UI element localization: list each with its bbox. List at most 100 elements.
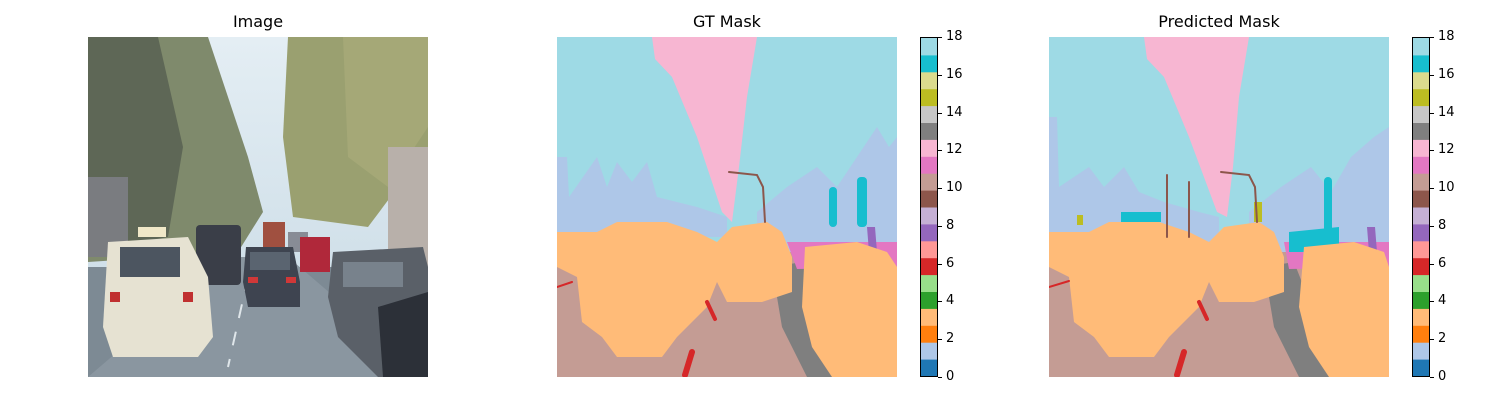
- colorbar-segment: [1413, 274, 1429, 292]
- mask-building: [652, 37, 757, 222]
- colorbar-tick-label: 2: [946, 331, 955, 347]
- colorbar-tick-mark: [1430, 150, 1434, 152]
- predicted-mask-colorbar: [1412, 37, 1430, 377]
- colorbar-segment: [1413, 342, 1429, 360]
- colorbar-tick-label: 14: [1438, 104, 1455, 120]
- colorbar-tick-mark: [1430, 112, 1434, 114]
- colorbar-segment: [1413, 308, 1429, 326]
- colorbar-tick-label: 0: [1438, 369, 1447, 384]
- colorbar-segment: [921, 173, 937, 191]
- mask-lane-marks: [705, 300, 717, 321]
- colorbar-tick-label: 16: [946, 66, 963, 82]
- mask-sign: [1324, 177, 1332, 232]
- colorbar-tick-label: 8: [1438, 217, 1447, 233]
- colorbar-segment: [921, 325, 937, 343]
- colorbar-tick-mark: [938, 301, 942, 303]
- colorbar-segment: [921, 122, 937, 140]
- colorbar-tick-mark: [938, 339, 942, 341]
- colorbar-tick-label: 6: [1438, 255, 1447, 271]
- gt-mask-image: [557, 37, 897, 377]
- colorbar-tick-mark: [938, 225, 942, 227]
- colorbar-tick-label: 2: [1438, 331, 1447, 347]
- colorbar-tick-label: 0: [946, 369, 955, 384]
- colorbar-tick-mark: [1430, 37, 1434, 38]
- colorbar-segment: [921, 291, 937, 309]
- mask-cars: [1049, 222, 1284, 357]
- colorbar-segment: [1413, 257, 1429, 276]
- colorbar-segment: [921, 71, 937, 90]
- colorbar-segment: [921, 257, 937, 276]
- mask-lane-marks: [1197, 300, 1209, 321]
- colorbar-segment: [921, 359, 937, 376]
- colorbar-segment: [1413, 173, 1429, 191]
- colorbar-tick-label: 18: [1438, 29, 1455, 44]
- colorbar-segment: [1413, 190, 1429, 208]
- colorbar-segment: [921, 207, 937, 225]
- colorbar-segment: [1413, 38, 1429, 56]
- colorbar-tick-mark: [938, 188, 942, 190]
- colorbar-segment: [1413, 54, 1429, 73]
- colorbar-tick-label: 18: [946, 29, 963, 44]
- colorbar-tick-label: 12: [946, 142, 963, 158]
- colorbar-segment: [921, 54, 937, 73]
- colorbar-tick-mark: [938, 263, 942, 265]
- gt-mask-panel-title: GT Mask: [693, 12, 761, 31]
- colorbar-tick-mark: [1430, 74, 1434, 76]
- colorbar-tick-mark: [938, 377, 942, 378]
- colorbar-segment: [1413, 139, 1429, 157]
- colorbar-tick-mark: [938, 112, 942, 114]
- gt-mask-colorbar-ticks: 0 2 4 6 8 10 12 14 16 18: [938, 29, 978, 384]
- colorbar-tick-mark: [1430, 188, 1434, 190]
- colorbar-segment: [921, 139, 937, 157]
- mask-vegetation-left: [1049, 117, 1219, 242]
- colorbar-tick-label: 8: [946, 217, 955, 233]
- colorbar-segment: [921, 156, 937, 174]
- colorbar-tick-mark: [938, 37, 942, 38]
- colorbar-segment: [921, 308, 937, 326]
- colorbar-tick-label: 6: [946, 255, 955, 271]
- colorbar-segment: [1413, 105, 1429, 123]
- colorbar-tick-mark: [1430, 339, 1434, 341]
- street-photo: [88, 37, 428, 377]
- predicted-mask-panel-title: Predicted Mask: [1158, 12, 1280, 31]
- colorbar-tick-label: 4: [1438, 293, 1447, 309]
- colorbar-tick-label: 16: [1438, 66, 1455, 82]
- predicted-mask-image: [1049, 37, 1389, 377]
- colorbar-segment: [1413, 156, 1429, 174]
- colorbar-segment: [1413, 291, 1429, 309]
- colorbar-segment: [1413, 122, 1429, 140]
- colorbar-tick-label: 10: [1438, 180, 1455, 196]
- colorbar-segment: [921, 274, 937, 292]
- colorbar-segment: [1413, 359, 1429, 376]
- colorbar-tick-mark: [1430, 263, 1434, 265]
- colorbar-tick-label: 14: [946, 104, 963, 120]
- mask-vegetation-left: [557, 157, 727, 237]
- colorbar-segment: [921, 240, 937, 259]
- colorbar-segment: [921, 38, 937, 56]
- colorbar-segment: [1413, 207, 1429, 225]
- colorbar-segment: [1413, 325, 1429, 343]
- colorbar-tick-label: 4: [946, 293, 955, 309]
- colorbar-tick-mark: [938, 74, 942, 76]
- predicted-mask-colorbar-ticks: 0 2 4 6 8 10 12 14 16 18: [1430, 29, 1470, 384]
- colorbar-segment: [921, 342, 937, 360]
- colorbar-tick-label: 12: [1438, 142, 1455, 158]
- colorbar-tick-mark: [938, 150, 942, 152]
- colorbar-segment: [921, 190, 937, 208]
- mask-cars: [557, 222, 792, 357]
- colorbar-tick-mark: [1430, 225, 1434, 227]
- colorbar-tick-mark: [1430, 301, 1434, 303]
- mask-sign: [829, 187, 837, 227]
- gt-mask-colorbar: [920, 37, 938, 377]
- colorbar-segment: [921, 223, 937, 242]
- image-panel-title: Image: [232, 12, 284, 31]
- colorbar-segment: [1413, 88, 1429, 107]
- colorbar-segment: [921, 105, 937, 123]
- colorbar-tick-label: 10: [946, 180, 963, 196]
- colorbar-segment: [1413, 223, 1429, 242]
- mask-vegetation-right: [1249, 127, 1389, 257]
- colorbar-segment: [1413, 240, 1429, 259]
- colorbar-tick-mark: [1430, 377, 1434, 378]
- colorbar-segment: [921, 88, 937, 107]
- colorbar-segment: [1413, 71, 1429, 90]
